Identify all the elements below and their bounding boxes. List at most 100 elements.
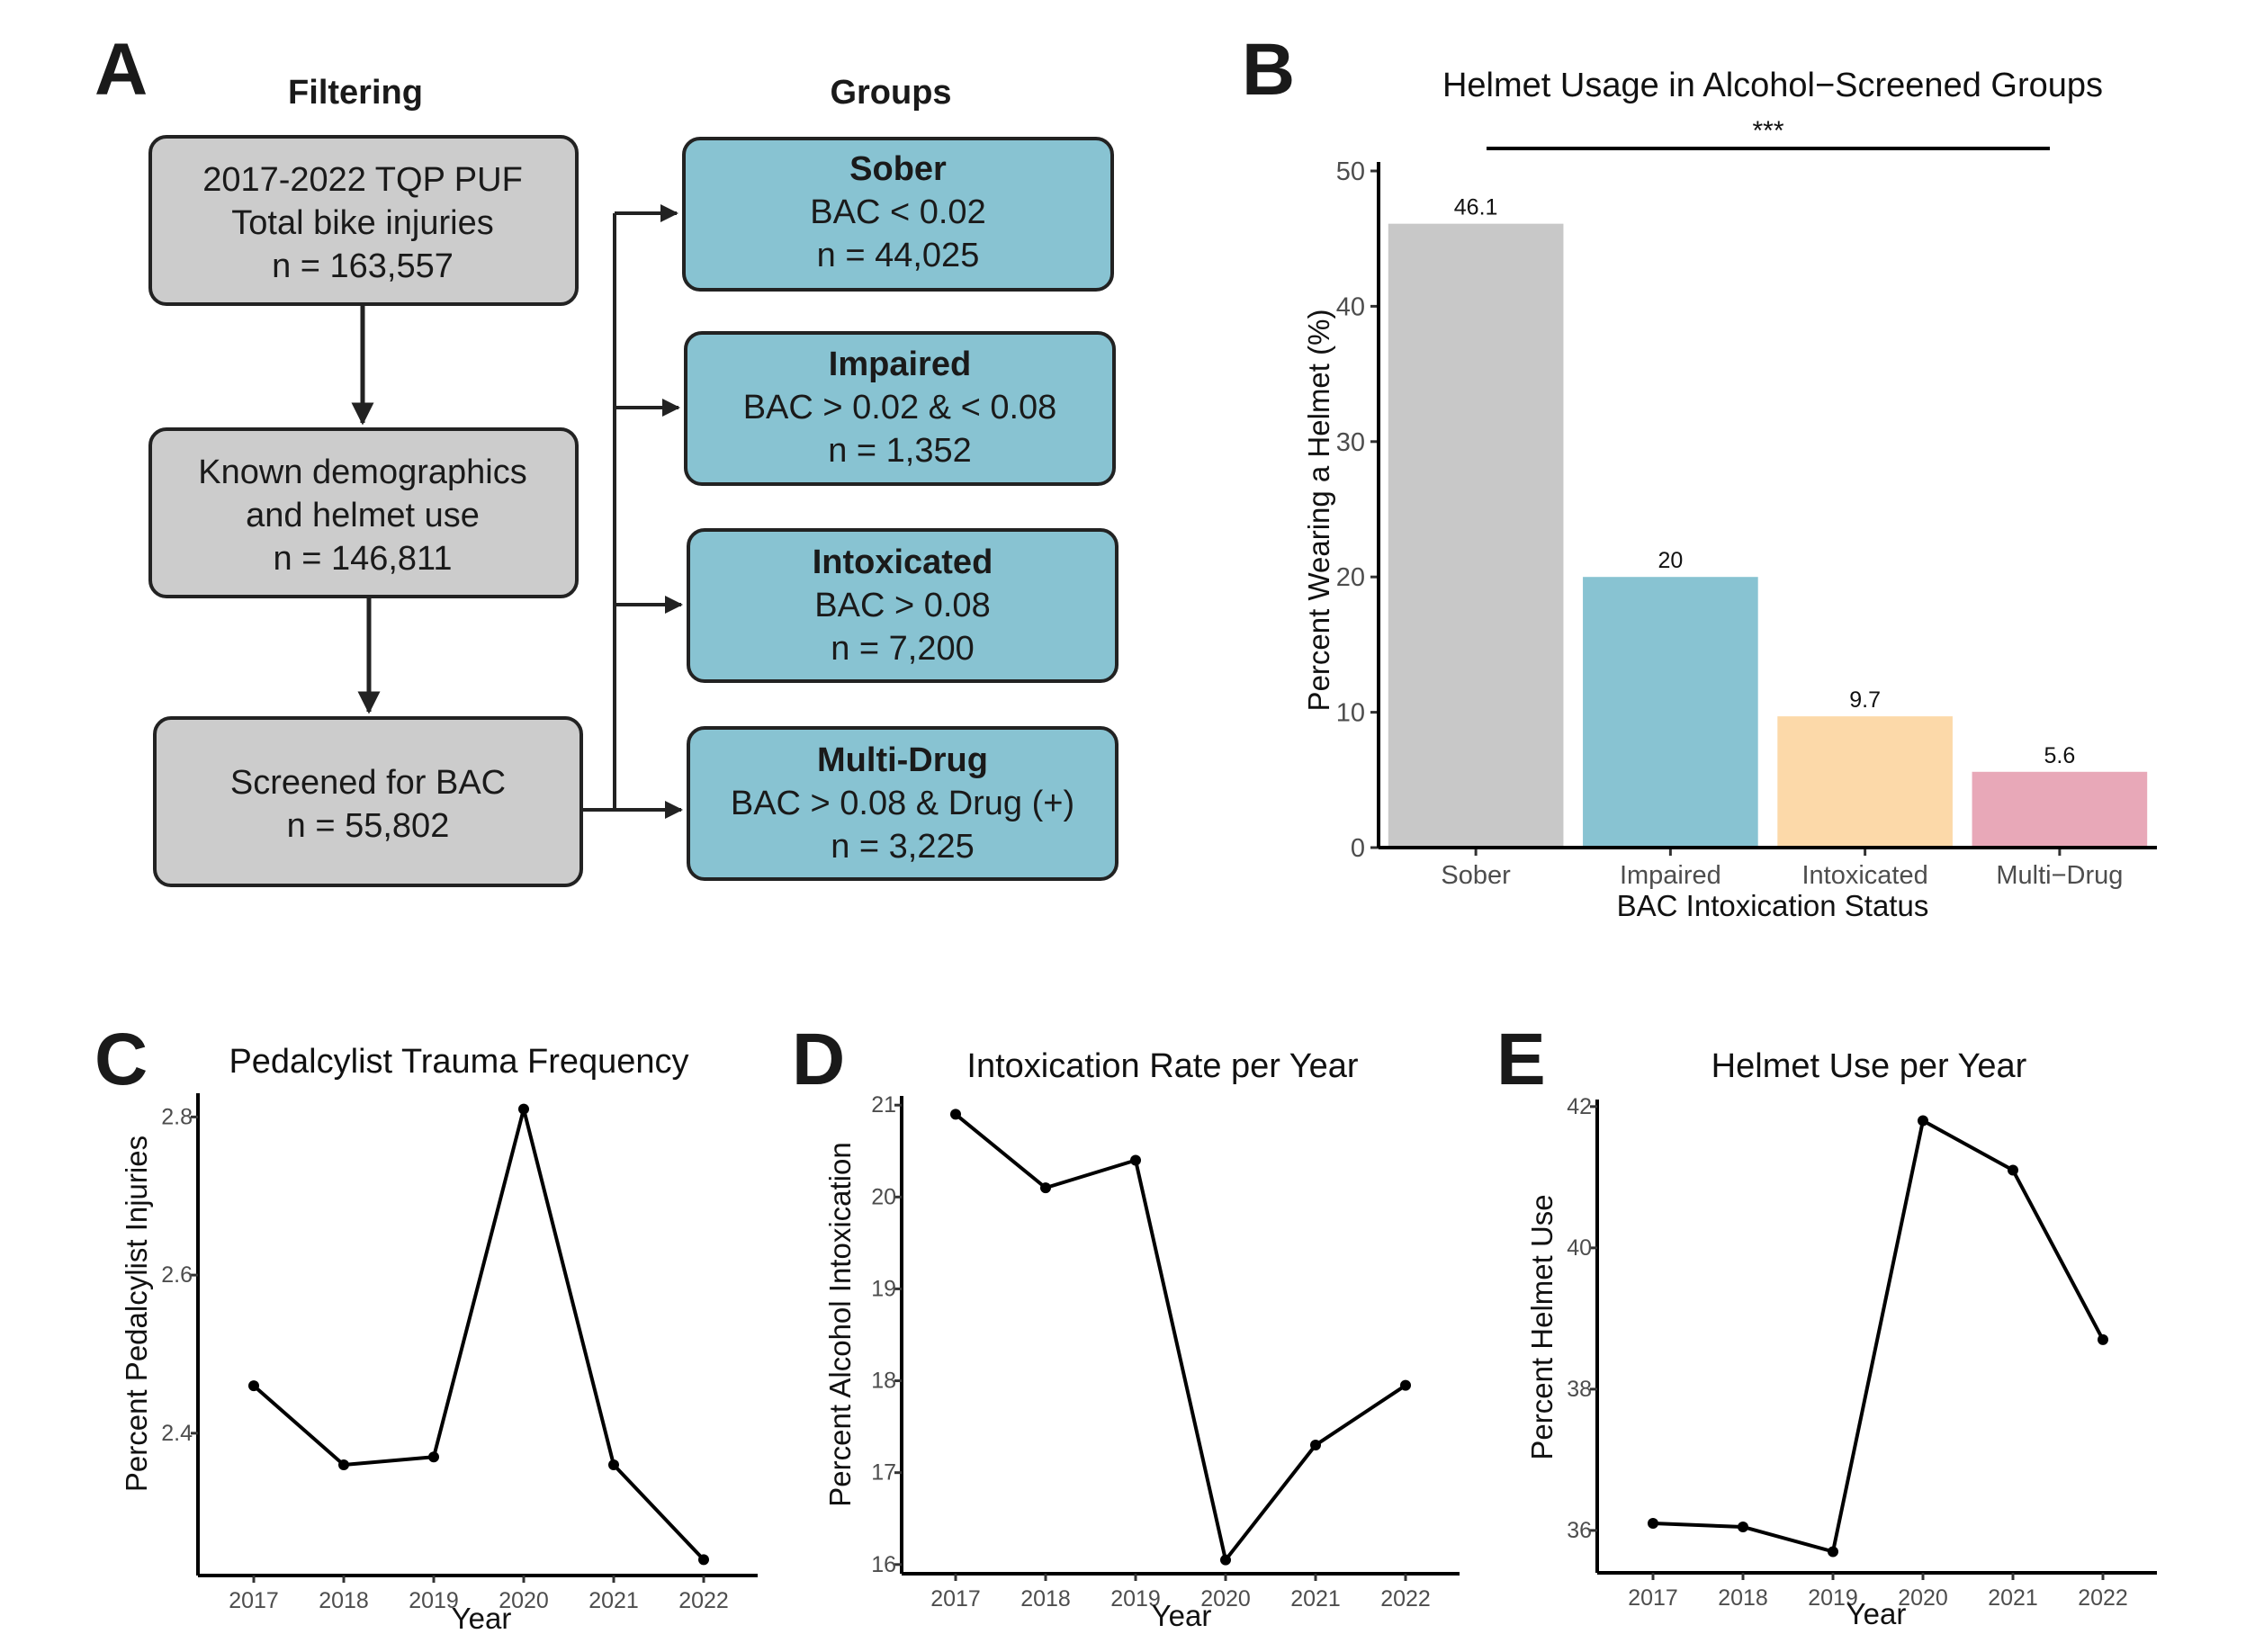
group-box-multi-drug-title: Multi-Drug — [817, 741, 988, 779]
y-tick-label-0: 16 — [871, 1552, 896, 1577]
y-tick-label-0: 2.4 — [161, 1421, 193, 1446]
y-tick-label-2: 2.8 — [161, 1104, 193, 1129]
bar-3 — [1972, 771, 2148, 848]
filter-box-screened — [153, 716, 583, 887]
x-tick-label-4: 2021 — [1988, 1585, 2038, 1611]
group-box-multi-drug-n: n = 3,225 — [831, 828, 975, 866]
data-point-2 — [428, 1451, 439, 1463]
data-point-0 — [950, 1109, 961, 1120]
y-tick-label-1: 2.6 — [161, 1262, 193, 1288]
chart-c-title: Pedalcylist Trauma Frequency — [229, 1043, 688, 1081]
filter-box-known-line-2: and helmet use — [246, 497, 480, 534]
y-tick-label-0: 36 — [1567, 1518, 1592, 1543]
y-tick-label-1: 17 — [871, 1460, 896, 1486]
panel-c: C Pedalcylist Trauma Frequency 2.4 2.6 2.8… — [94, 1019, 758, 1635]
data-point-5 — [1400, 1379, 1411, 1391]
data-point-1 — [1040, 1182, 1051, 1194]
x-tick-label-1: 2018 — [319, 1588, 369, 1613]
y-tick-label-3: 42 — [1567, 1094, 1592, 1119]
filter-box-total-line-2: Total bike injuries — [231, 204, 493, 242]
x-tick-label-0: Sober — [1441, 861, 1511, 890]
panel-e: E Helmet Use per Year 36 38 40 42 2017 2018 20… — [1496, 1019, 2157, 1630]
groups-header: Groups — [830, 74, 951, 112]
x-tick-label-2: 2019 — [409, 1588, 459, 1613]
series-line — [954, 1112, 1407, 1562]
bar-data-label-2: 9.7 — [1849, 687, 1881, 713]
panel-letter-b: B — [1242, 29, 1295, 111]
y-tick-label-0: 0 — [1351, 834, 1365, 863]
chart-e-xlabel: Year — [1846, 1597, 1907, 1630]
x-tick-label-5: 2022 — [678, 1588, 729, 1613]
data-point-0 — [248, 1380, 259, 1392]
group-box-multi-drug-criteria: BAC > 0.08 & Drug (+) — [731, 785, 1074, 822]
bar-data-label-3: 5.6 — [2044, 743, 2075, 768]
x-tick-label-2: 2019 — [1110, 1586, 1161, 1612]
x-tick-label-3: 2020 — [1898, 1585, 1948, 1611]
chart-b-xlabel: BAC Intoxication Status — [1617, 889, 1929, 922]
group-box-multi-drug — [687, 726, 1119, 881]
data-point-4 — [1310, 1440, 1321, 1451]
chart-d-xlabel: Year — [1152, 1599, 1212, 1632]
panel-letter-a: A — [94, 29, 148, 111]
series-line — [1652, 1118, 2105, 1554]
data-point-1 — [338, 1459, 349, 1470]
group-box-sober-criteria: BAC < 0.02 — [810, 193, 985, 231]
group-box-sober-n: n = 44,025 — [817, 237, 980, 274]
group-box-sober — [682, 137, 1114, 292]
y-tick-label-2: 20 — [1336, 563, 1365, 592]
chart-c-plot: 2.4 2.6 2.8 2017 2018 2019 2020 2021 2022 — [161, 1093, 758, 1613]
x-tick-label-1: 2018 — [1718, 1585, 1768, 1611]
chart-b-plot: 46.1 Sober 20 Impaired 9.7 Intoxicated 5.6 Mult… — [1336, 157, 2157, 890]
y-tick-label-5: 21 — [871, 1092, 896, 1118]
data-point-5 — [2098, 1333, 2108, 1345]
x-tick-label-3: 2020 — [1200, 1586, 1251, 1612]
chart-c-ylabel: Percent Pedalcylist Injuries — [120, 1136, 153, 1492]
group-box-impaired — [684, 331, 1116, 486]
panel-d: D Intoxication Rate per Year 16171819202… — [792, 1019, 1460, 1632]
group-box-intoxicated-criteria: BAC > 0.08 — [814, 587, 990, 624]
filter-box-screened-line-1: Screened for BAC — [230, 764, 506, 802]
bar-1 — [1583, 577, 1758, 848]
group-box-sober-title: Sober — [849, 150, 947, 188]
y-tick-label-3: 30 — [1336, 428, 1365, 457]
chart-e-title: Helmet Use per Year — [1711, 1047, 2027, 1085]
series-line — [252, 1107, 705, 1561]
data-point-2 — [1828, 1546, 1838, 1558]
data-point-4 — [608, 1459, 619, 1470]
panel-letter-c: C — [94, 1019, 148, 1100]
filtering-header: Filtering — [288, 74, 423, 112]
chart-d-title: Intoxication Rate per Year — [966, 1047, 1359, 1085]
bar-data-label-1: 20 — [1658, 548, 1683, 573]
y-tick-label-2: 40 — [1567, 1235, 1592, 1261]
y-tick-label-1: 10 — [1336, 699, 1365, 728]
x-tick-label-1: Impaired — [1620, 861, 1721, 890]
data-point-3 — [518, 1103, 529, 1115]
chart-e-plot: 36 38 40 42 2017 2018 2019 2020 2021 2022 — [1567, 1094, 2157, 1611]
x-tick-label-1: 2018 — [1020, 1586, 1071, 1612]
filter-box-known-line-1: Known demographics — [198, 453, 526, 491]
y-tick-label-5: 50 — [1336, 157, 1365, 186]
panel-b: B Helmet Usage in Alcohol−Screened Group… — [1242, 29, 2157, 922]
x-tick-label-4: 2021 — [588, 1588, 639, 1613]
chart-b-ylabel: Percent Wearing a Helmet (%) — [1302, 310, 1335, 712]
x-tick-label-3: Multi−Drug — [1996, 861, 2123, 890]
chart-d-ylabel: Percent Alcohol Intoxication — [823, 1142, 857, 1506]
data-point-3 — [1220, 1554, 1231, 1566]
x-tick-label-3: 2020 — [499, 1588, 549, 1613]
y-tick-label-3: 19 — [871, 1276, 896, 1301]
x-tick-label-5: 2022 — [2078, 1585, 2128, 1611]
x-tick-label-0: 2017 — [229, 1588, 279, 1613]
y-tick-label-2: 18 — [871, 1369, 896, 1394]
filter-box-total-line-1: 2017-2022 TQP PUF — [202, 161, 523, 199]
group-box-intoxicated-title: Intoxicated — [813, 543, 993, 581]
group-box-impaired-title: Impaired — [829, 346, 971, 383]
filter-box-known-line-3: n = 146,811 — [274, 540, 453, 578]
bar-0 — [1388, 223, 1564, 848]
data-point-5 — [698, 1554, 709, 1566]
chart-e-ylabel: Percent Helmet Use — [1525, 1194, 1559, 1459]
panel-a: A Filtering Groups 2017-2022 TQP PUF Tot… — [94, 29, 1119, 887]
data-point-2 — [1130, 1154, 1141, 1166]
y-tick-label-4: 40 — [1336, 292, 1365, 321]
bar-2 — [1777, 716, 1953, 848]
